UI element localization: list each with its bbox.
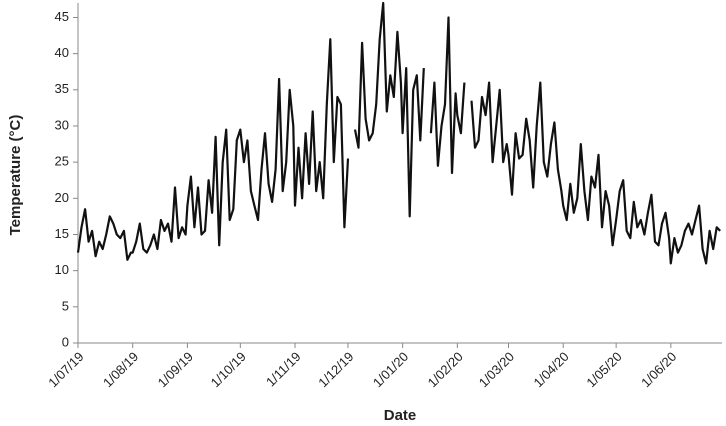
y-tick-label: 0 — [62, 334, 69, 349]
data-line — [76, 1, 721, 265]
y-tick-label: 5 — [62, 298, 69, 313]
x-tick-label: 1/06/20 — [638, 349, 679, 390]
x-tick-label: 1/04/20 — [530, 349, 571, 390]
y-tick-label: 40 — [55, 45, 69, 60]
x-tick-label: 1/02/20 — [425, 349, 466, 390]
y-tick-label: 25 — [55, 154, 69, 169]
x-tick-label: 1/01/20 — [370, 349, 411, 390]
y-tick-label: 10 — [55, 262, 69, 277]
x-tick-label: 1/07/19 — [45, 349, 86, 390]
y-tick-label: 35 — [55, 81, 69, 96]
y-tick-label: 45 — [55, 9, 69, 24]
x-tick-label: 1/12/19 — [315, 349, 356, 390]
y-tick-label: 20 — [55, 190, 69, 205]
x-tick-label: 1/11/19 — [263, 349, 304, 390]
x-axis-label: Date — [384, 407, 417, 424]
x-tick-label: 1/09/19 — [155, 349, 196, 390]
y-tick-label: 30 — [55, 117, 69, 132]
x-tick-label: 1/08/19 — [100, 349, 141, 390]
x-tick-label: 1/10/19 — [208, 349, 249, 390]
y-axis-label: Temperature (°C) — [7, 115, 24, 236]
x-tick-label: 1/05/20 — [583, 349, 624, 390]
y-tick-label: 15 — [55, 226, 69, 241]
x-tick-label: 1/03/20 — [476, 349, 517, 390]
